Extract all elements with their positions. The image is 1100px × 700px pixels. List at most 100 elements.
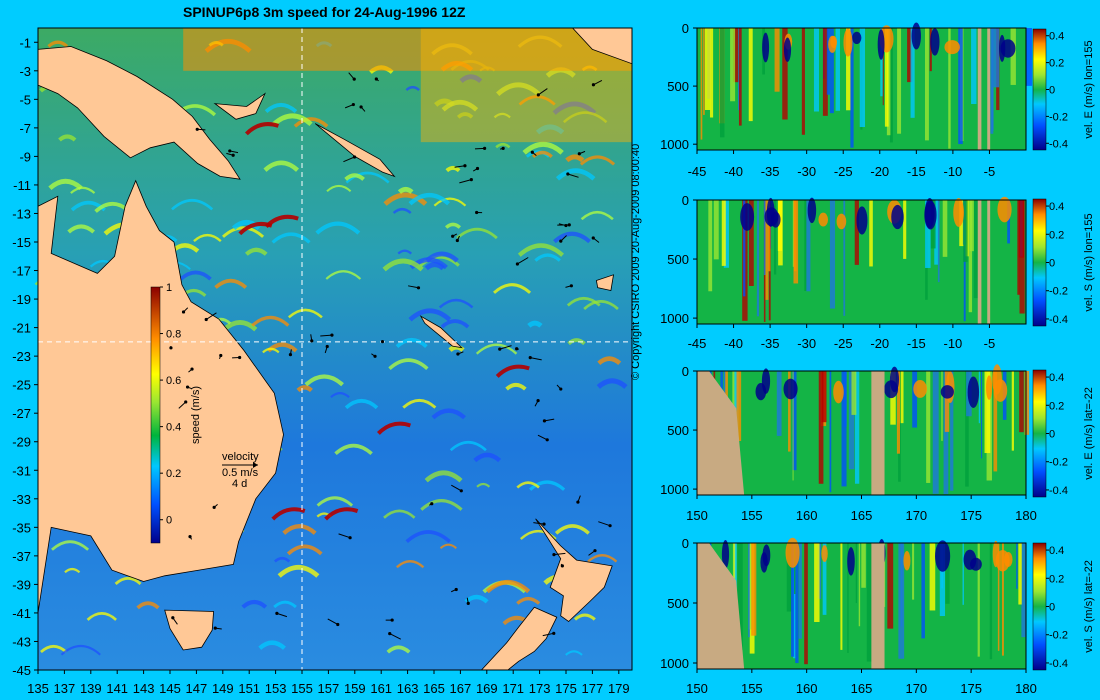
section-streak [945, 543, 950, 604]
eddy-band [597, 356, 622, 366]
section-streak [821, 371, 827, 423]
eddy-band [282, 524, 317, 535]
eddy-band [431, 408, 466, 420]
map-y-tick-label: -45 [12, 663, 31, 678]
eddy-band [231, 219, 261, 231]
velocity-arrow [499, 345, 512, 350]
eddy-band [562, 111, 608, 124]
velocity-arrow-dot [228, 149, 232, 153]
velocity-arrow-dot [430, 502, 434, 506]
eddy-band [334, 443, 373, 456]
jet-band [264, 214, 299, 229]
section-streak [889, 28, 893, 143]
eddy-band [251, 315, 290, 327]
velocity-arrows [169, 72, 612, 640]
chart-title: SPINUP6p8 3m speed for 24-Aug-1996 12Z [183, 4, 466, 20]
eddy-band [263, 160, 300, 172]
section-streak [788, 371, 791, 452]
section-surface-feature [852, 31, 862, 45]
speed-colorbar-tick-label: 0.2 [166, 468, 181, 480]
eddy-band [448, 344, 465, 352]
velocity-arrow [530, 357, 542, 361]
map-y-tick-label: -11 [13, 178, 31, 193]
section-surface-feature [913, 379, 927, 398]
eddy-band [419, 255, 460, 267]
section-streak [826, 28, 830, 95]
eddy-band [64, 567, 81, 574]
section-land-column [977, 28, 982, 150]
section-surface-feature [807, 197, 817, 224]
speed-colorbar-label: speed (m/s) [190, 386, 202, 444]
velocity-arrow [451, 484, 462, 492]
section-streak [748, 543, 752, 630]
section-y-tick-label: 0 [682, 364, 689, 379]
map-x-tick-label: 155 [291, 681, 313, 696]
eddy-band [495, 142, 511, 149]
section-streak [990, 28, 994, 134]
velocity-arrow-dot [454, 587, 458, 592]
section-streak [1007, 200, 1011, 244]
section-streak [978, 371, 981, 424]
section-surface-feature [856, 206, 868, 235]
velocity-arrow-dot [576, 500, 580, 504]
section-streak [884, 28, 889, 127]
section-streak [929, 543, 936, 611]
section-streak [912, 371, 918, 428]
section-streak [965, 371, 969, 487]
section-streak [776, 371, 782, 436]
velocity-arrow-dot [195, 127, 199, 131]
section-x-tick-label: 175 [960, 681, 982, 696]
eddy-band [493, 283, 532, 294]
velocity-arrow-dot [388, 631, 392, 636]
section-surface-feature [783, 378, 798, 400]
velocity-arrow-dot [190, 367, 194, 371]
eddy-band [496, 82, 541, 97]
section-streak [786, 543, 792, 612]
section-streak [963, 200, 968, 262]
section-surface-feature [821, 545, 828, 563]
section-streak [989, 543, 993, 660]
section-colorbar-tick-label: 0.4 [1049, 201, 1064, 213]
section-colorbar-tick-label: 0.2 [1049, 58, 1064, 70]
eddy-band [277, 564, 320, 578]
eddy-band [214, 278, 248, 289]
section-streak [1019, 371, 1024, 433]
map-y-axis: -1 -3 -5 -7 -9 -11 -13 -15 -17 -19 -21 -23 -25 -27 -29… [12, 35, 38, 678]
eddy-band [405, 85, 420, 92]
section-streak [1024, 371, 1030, 435]
section-x-tick-label: 150 [686, 508, 708, 523]
section-land-column [987, 200, 991, 324]
section-streak [948, 28, 951, 149]
section-surface-feature [997, 196, 1012, 223]
eddy-band [445, 222, 462, 229]
section-colorbar-label: vel. S (m/s) lat=-22 [1083, 560, 1095, 653]
section-streak [890, 371, 896, 425]
section-x-tick-label: -5 [984, 164, 996, 179]
section-x-tick-label: -30 [797, 336, 816, 351]
section-streak [743, 200, 746, 297]
section-surface-feature [830, 35, 838, 49]
section-colorbar-label: vel. S (m/s) lon=155 [1083, 213, 1095, 311]
map-x-tick-label: 137 [54, 681, 76, 696]
eddy-band [345, 171, 390, 184]
land-nz-north [535, 518, 613, 623]
eddy-band [459, 74, 483, 84]
velocity-arrow-dot [325, 344, 329, 349]
velocity-arrow [474, 147, 485, 150]
velocity-legend-scale: 0.5 m/s [222, 467, 259, 479]
map-y-tick-label: -19 [12, 292, 31, 307]
speed-map: 135 137 139 141 143 145 147 149 151 153 155 157 159 1… [12, 27, 633, 696]
velocity-arrow-dot [475, 210, 479, 215]
section-streak [801, 28, 805, 135]
map-y-tick-label: -41 [12, 606, 31, 621]
eddy-band [519, 529, 557, 540]
section-coast-land [697, 371, 745, 495]
section-panel-1: -45 -40 -35 -30 -25 -20 -15 -10 -5 0 500 1000 0.4 0.2… [660, 21, 1095, 179]
velocity-arrow [553, 552, 566, 556]
eddy-band [433, 197, 467, 207]
map-y-tick-label: -43 [12, 634, 31, 649]
section-y-tick-label: 500 [667, 423, 689, 438]
eddy-band [567, 338, 586, 346]
eddy-band [386, 645, 411, 654]
section-surface-feature [818, 212, 829, 227]
